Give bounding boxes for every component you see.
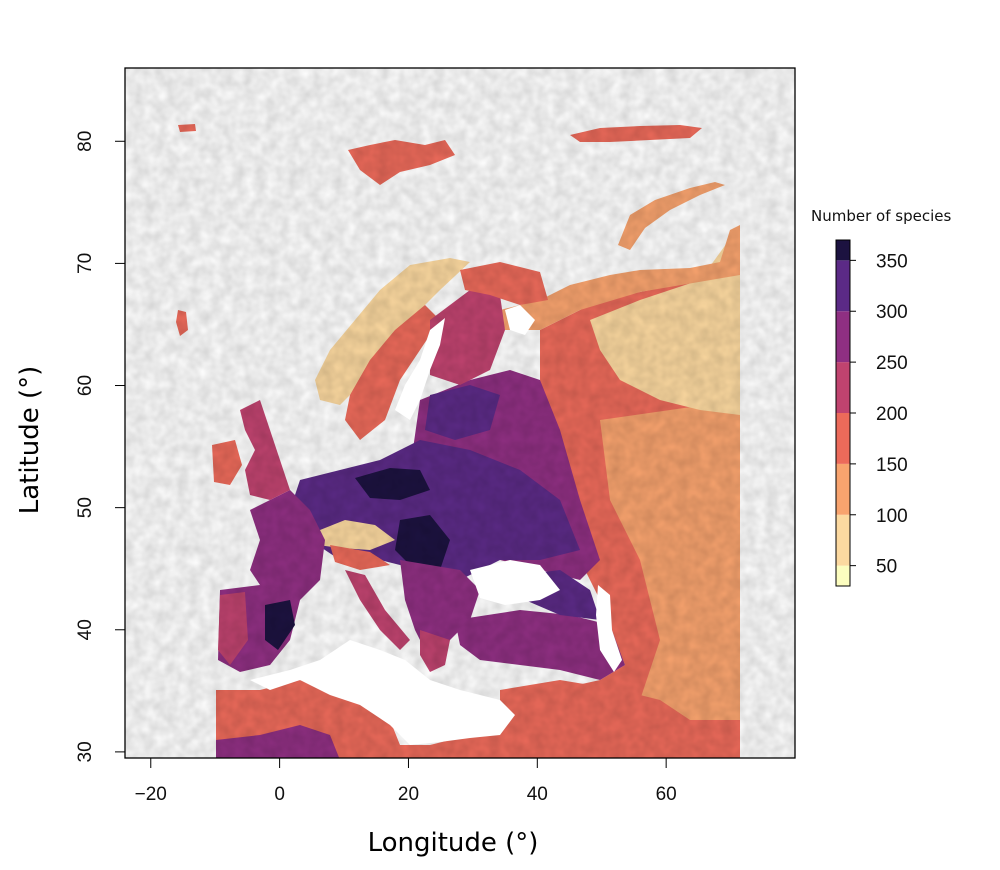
legend-tick-label: 50: [876, 557, 897, 578]
y-tick-label: 40: [75, 619, 96, 640]
legend-title: Number of species: [811, 207, 951, 225]
x-tick-label: 60: [656, 784, 677, 805]
y-axis: 30 40 50 60 70 80: [75, 131, 126, 762]
water-caspian-sea: [596, 585, 622, 672]
y-tick-label: 60: [75, 375, 96, 396]
x-tick-label: −20: [135, 784, 167, 805]
x-tick-label: 20: [398, 784, 419, 805]
x-tick-label: 40: [527, 784, 548, 805]
legend-bin: [836, 311, 850, 363]
legend-tick-label: 100: [876, 506, 908, 527]
legend-ticks: 50 100 150 200 250 300 350: [850, 251, 908, 578]
x-axis-title: Longitude (°): [368, 828, 539, 858]
legend-bin: [836, 514, 850, 566]
species-richness-map: [125, 68, 795, 758]
y-tick-label: 50: [75, 497, 96, 518]
legend-bin: [836, 362, 850, 413]
water-white-sea: [505, 305, 535, 335]
legend-tick-label: 350: [876, 251, 908, 272]
color-legend: Number of species 50 100 150 200 250 300 350: [811, 207, 951, 587]
x-axis: −20 0 20 40 60: [135, 757, 677, 805]
y-tick-label: 30: [75, 741, 96, 762]
legend-tick-label: 200: [876, 404, 908, 425]
y-axis-title: Latitude (°): [15, 366, 45, 515]
x-tick-label: 0: [274, 784, 285, 805]
legend-tick-label: 250: [876, 353, 908, 374]
legend-bin: [836, 260, 850, 312]
legend-color-bar: [836, 240, 850, 586]
legend-bin: [836, 463, 850, 515]
water-baltic-sea: [395, 318, 445, 420]
y-tick-label: 70: [75, 253, 96, 274]
y-tick-label: 80: [75, 131, 96, 152]
legend-bin: [836, 413, 850, 464]
legend-tick-label: 300: [876, 302, 908, 323]
water-black-sea: [470, 560, 560, 605]
raster-texture: [125, 68, 795, 758]
legend-tick-label: 150: [876, 455, 908, 476]
water-mediterranean: [250, 640, 515, 745]
legend-bin: [836, 565, 850, 586]
legend-bin: [836, 240, 850, 261]
